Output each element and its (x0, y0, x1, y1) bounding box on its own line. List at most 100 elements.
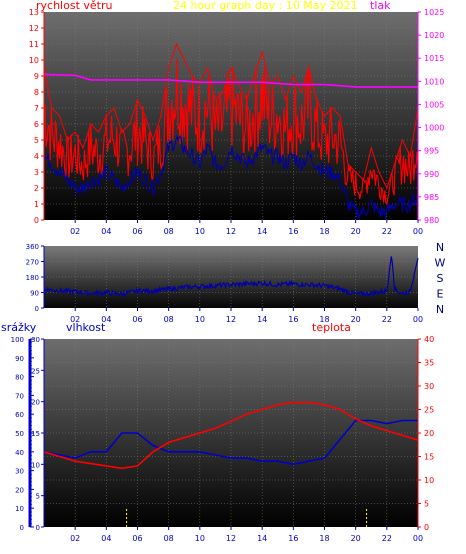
temperature-line (43, 401, 419, 470)
humidity-axis-label: vlhkost (66, 321, 106, 334)
x-tick-label: 06 (132, 227, 142, 236)
temperature-tick-label: 0 (424, 523, 429, 532)
direction-tick-label: 0 (35, 305, 39, 313)
chart-title: 24 hour graph day : 10 May 2021 (173, 0, 358, 12)
rain-tick-label: 90 (15, 355, 24, 363)
direction-tick-label: 180 (26, 274, 39, 282)
wind-tick-label: 12 (29, 24, 39, 33)
rain-tick-label: 30 (15, 468, 24, 476)
rain-axis-label: srážky (1, 321, 37, 334)
humidity-tick-label: 10 (31, 461, 40, 469)
rain-tick-label: 80 (15, 374, 24, 382)
pressure-tick-label: 990 (424, 170, 439, 179)
pressure-line (43, 73, 418, 88)
x-tick-label: 08 (164, 315, 174, 324)
x-tick-label: 14 (257, 227, 267, 236)
x-tick-label: 02 (70, 227, 80, 236)
x-tick-label: 02 (70, 534, 80, 543)
pressure-tick-label: 1010 (424, 77, 444, 86)
x-tick-label: 00 (413, 315, 423, 324)
pressure-tick-label: 980 (424, 216, 439, 225)
x-tick-label: 18 (319, 534, 329, 543)
gust-line (43, 58, 419, 206)
wind-axis-label: rychlost větru (36, 0, 112, 12)
x-tick-label: 18 (319, 227, 329, 236)
direction-line (43, 256, 419, 298)
humidity-tick-label: 30 (31, 336, 40, 344)
rain-tick-label: 40 (15, 449, 24, 457)
pressure-tick-label: 985 (424, 193, 439, 202)
humidity-line (43, 419, 418, 466)
pressure-axis-label: tlak (370, 0, 391, 12)
x-tick-label: 10 (195, 227, 205, 236)
x-tick-label: 22 (382, 534, 392, 543)
compass-label: N (436, 241, 444, 254)
x-tick-label: 10 (195, 315, 205, 324)
temperature-tick-label: 35 (424, 359, 434, 368)
wind-tick-label: 11 (29, 40, 39, 49)
x-tick-label: 16 (288, 534, 298, 543)
wind-tick-label: 1 (34, 200, 39, 209)
wind-tick-label: 2 (34, 184, 39, 193)
temperature-tick-label: 10 (424, 476, 434, 485)
wind-tick-label: 4 (34, 152, 39, 161)
rain-tick-label: 70 (15, 392, 24, 400)
gust-envelope-line (43, 42, 419, 190)
humidity-axes: 0102030405060708090100051015202530051015… (11, 335, 435, 543)
x-tick-label: 00 (413, 534, 423, 543)
x-tick-label: 06 (132, 315, 142, 324)
wind-tick-label: 9 (34, 72, 39, 81)
direction-series (43, 256, 419, 298)
x-tick-label: 00 (413, 227, 423, 236)
direction-plot-grid (44, 246, 418, 308)
pressure-tick-label: 1005 (424, 100, 444, 109)
wind-tick-label: 10 (29, 56, 39, 65)
x-tick-label: 08 (164, 534, 174, 543)
humidity-tick-label: 15 (31, 430, 40, 438)
rain-tick-label: 100 (11, 336, 24, 344)
pressure-tick-label: 1000 (424, 124, 444, 133)
x-tick-label: 04 (101, 534, 111, 543)
x-tick-label: 20 (351, 534, 361, 543)
direction-tick-label: 270 (26, 259, 39, 267)
x-tick-label: 22 (382, 315, 392, 324)
wind-axes: 0123456789101112139809859909951000100510… (29, 8, 445, 236)
x-tick-label: 12 (226, 534, 236, 543)
pressure-tick-label: 1025 (424, 8, 444, 17)
wind-tick-label: 13 (29, 8, 39, 17)
compass-label: W (435, 257, 446, 270)
x-tick-label: 18 (319, 315, 329, 324)
temperature-axis-label: teplota (312, 321, 351, 334)
x-tick-label: 12 (226, 227, 236, 236)
x-tick-label: 10 (195, 534, 205, 543)
x-tick-label: 04 (101, 315, 111, 324)
x-tick-label: 20 (351, 227, 361, 236)
compass-label: E (437, 288, 444, 301)
wind-tick-label: 8 (34, 88, 39, 97)
x-tick-label: 02 (70, 315, 80, 324)
wind-tick-label: 7 (34, 104, 39, 113)
pressure-tick-label: 995 (424, 147, 439, 156)
pressure-tick-label: 1020 (424, 31, 444, 40)
wind-tick-label: 5 (34, 136, 39, 145)
compass-label: N (436, 303, 444, 316)
temperature-tick-label: 30 (424, 382, 434, 391)
x-tick-label: 06 (132, 534, 142, 543)
humidity-temperature-series (43, 401, 419, 527)
pressure-tick-label: 1015 (424, 54, 444, 63)
temperature-tick-label: 20 (424, 429, 434, 438)
temperature-tick-label: 40 (424, 335, 434, 344)
humidity-tick-label: 5 (36, 493, 40, 501)
x-tick-label: 08 (164, 227, 174, 236)
x-tick-label: 16 (288, 315, 298, 324)
wind-tick-label: 0 (34, 216, 39, 225)
rain-tick-label: 0 (20, 524, 24, 532)
rain-tick-label: 50 (15, 430, 24, 438)
compass-label: S (437, 272, 444, 285)
wind-tick-label: 6 (34, 120, 39, 129)
x-tick-label: 14 (257, 315, 267, 324)
x-tick-label: 12 (226, 315, 236, 324)
